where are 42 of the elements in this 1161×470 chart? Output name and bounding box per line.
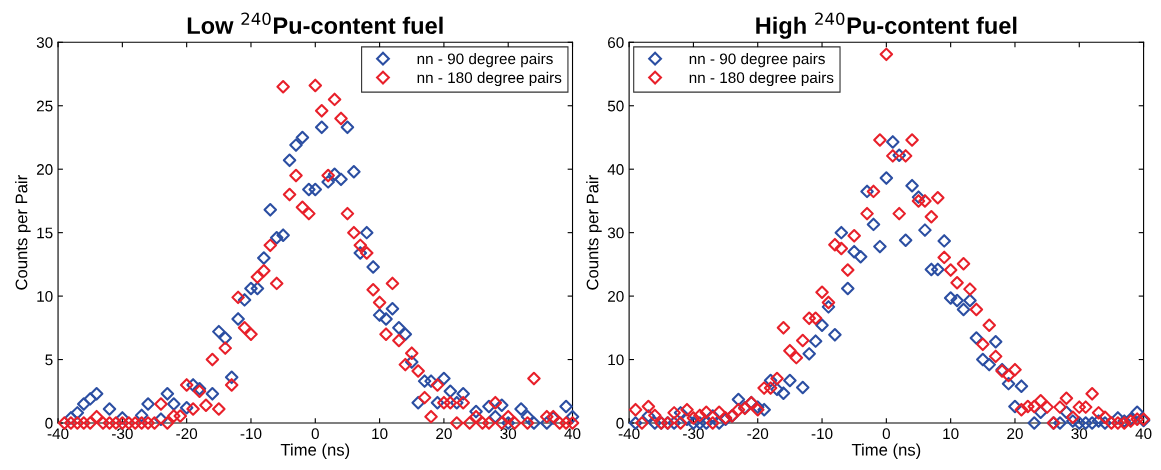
x-tick-label: 10 xyxy=(943,428,959,440)
chart-title: High $^{240}$Pu-content fuel xyxy=(756,12,1017,39)
x-tick-label: 20 xyxy=(1007,428,1023,440)
y-axis-title: Counts per Pair xyxy=(586,175,602,290)
x-tick-label: -30 xyxy=(683,428,704,440)
x-tick-label: -40 xyxy=(618,428,640,440)
x-tick-label: -20 xyxy=(747,428,769,440)
x-tick-label: -10 xyxy=(811,428,833,440)
x-tick-label: 30 xyxy=(1071,428,1088,440)
y-tick-label: 15 xyxy=(37,227,53,239)
y-tick-label: 30 xyxy=(36,37,53,48)
x-tick-label: -30 xyxy=(112,428,133,440)
y-tick-label: 30 xyxy=(607,227,624,239)
x-tick-label: 40 xyxy=(564,428,581,440)
y-tick-label: 10 xyxy=(608,354,624,366)
y-tick-label: 20 xyxy=(608,290,624,302)
x-tick-label: 10 xyxy=(372,428,388,440)
y-tick-label: 0 xyxy=(45,417,53,429)
x-tick-label: 30 xyxy=(500,428,517,440)
legend-label: nn - 90 degree pairs xyxy=(689,52,825,68)
x-tick-label: 40 xyxy=(1135,428,1152,440)
y-tick-label: 10 xyxy=(37,290,53,302)
legend-label: nn - 180 degree pairs xyxy=(689,71,834,87)
y-tick-label: 50 xyxy=(607,100,624,112)
x-tick-label: 0 xyxy=(882,428,890,440)
legend-label: nn - 90 degree pairs xyxy=(417,52,553,68)
x-tick-label: -10 xyxy=(240,428,262,440)
x-axis-title: Time (ns) xyxy=(280,443,350,460)
x-tick-label: 0 xyxy=(311,428,319,440)
x-tick-label: 20 xyxy=(436,428,452,440)
y-tick-label: 5 xyxy=(45,354,53,366)
chart-title: Low $^{240}$Pu-content fuel xyxy=(187,12,443,35)
y-axis-title: Counts per Pair xyxy=(15,175,31,290)
y-tick-label: 40 xyxy=(607,164,624,175)
y-tick-label: 0 xyxy=(616,417,624,429)
x-tick-label: -20 xyxy=(176,428,198,440)
x-tick-label: -40 xyxy=(47,428,69,440)
legend-label: nn - 180 degree pairs xyxy=(417,71,562,87)
x-axis-title: Time (ns) xyxy=(851,443,921,460)
y-tick-label: 20 xyxy=(36,164,53,175)
y-tick-label: 60 xyxy=(608,37,624,48)
y-tick-label: 25 xyxy=(36,100,53,112)
